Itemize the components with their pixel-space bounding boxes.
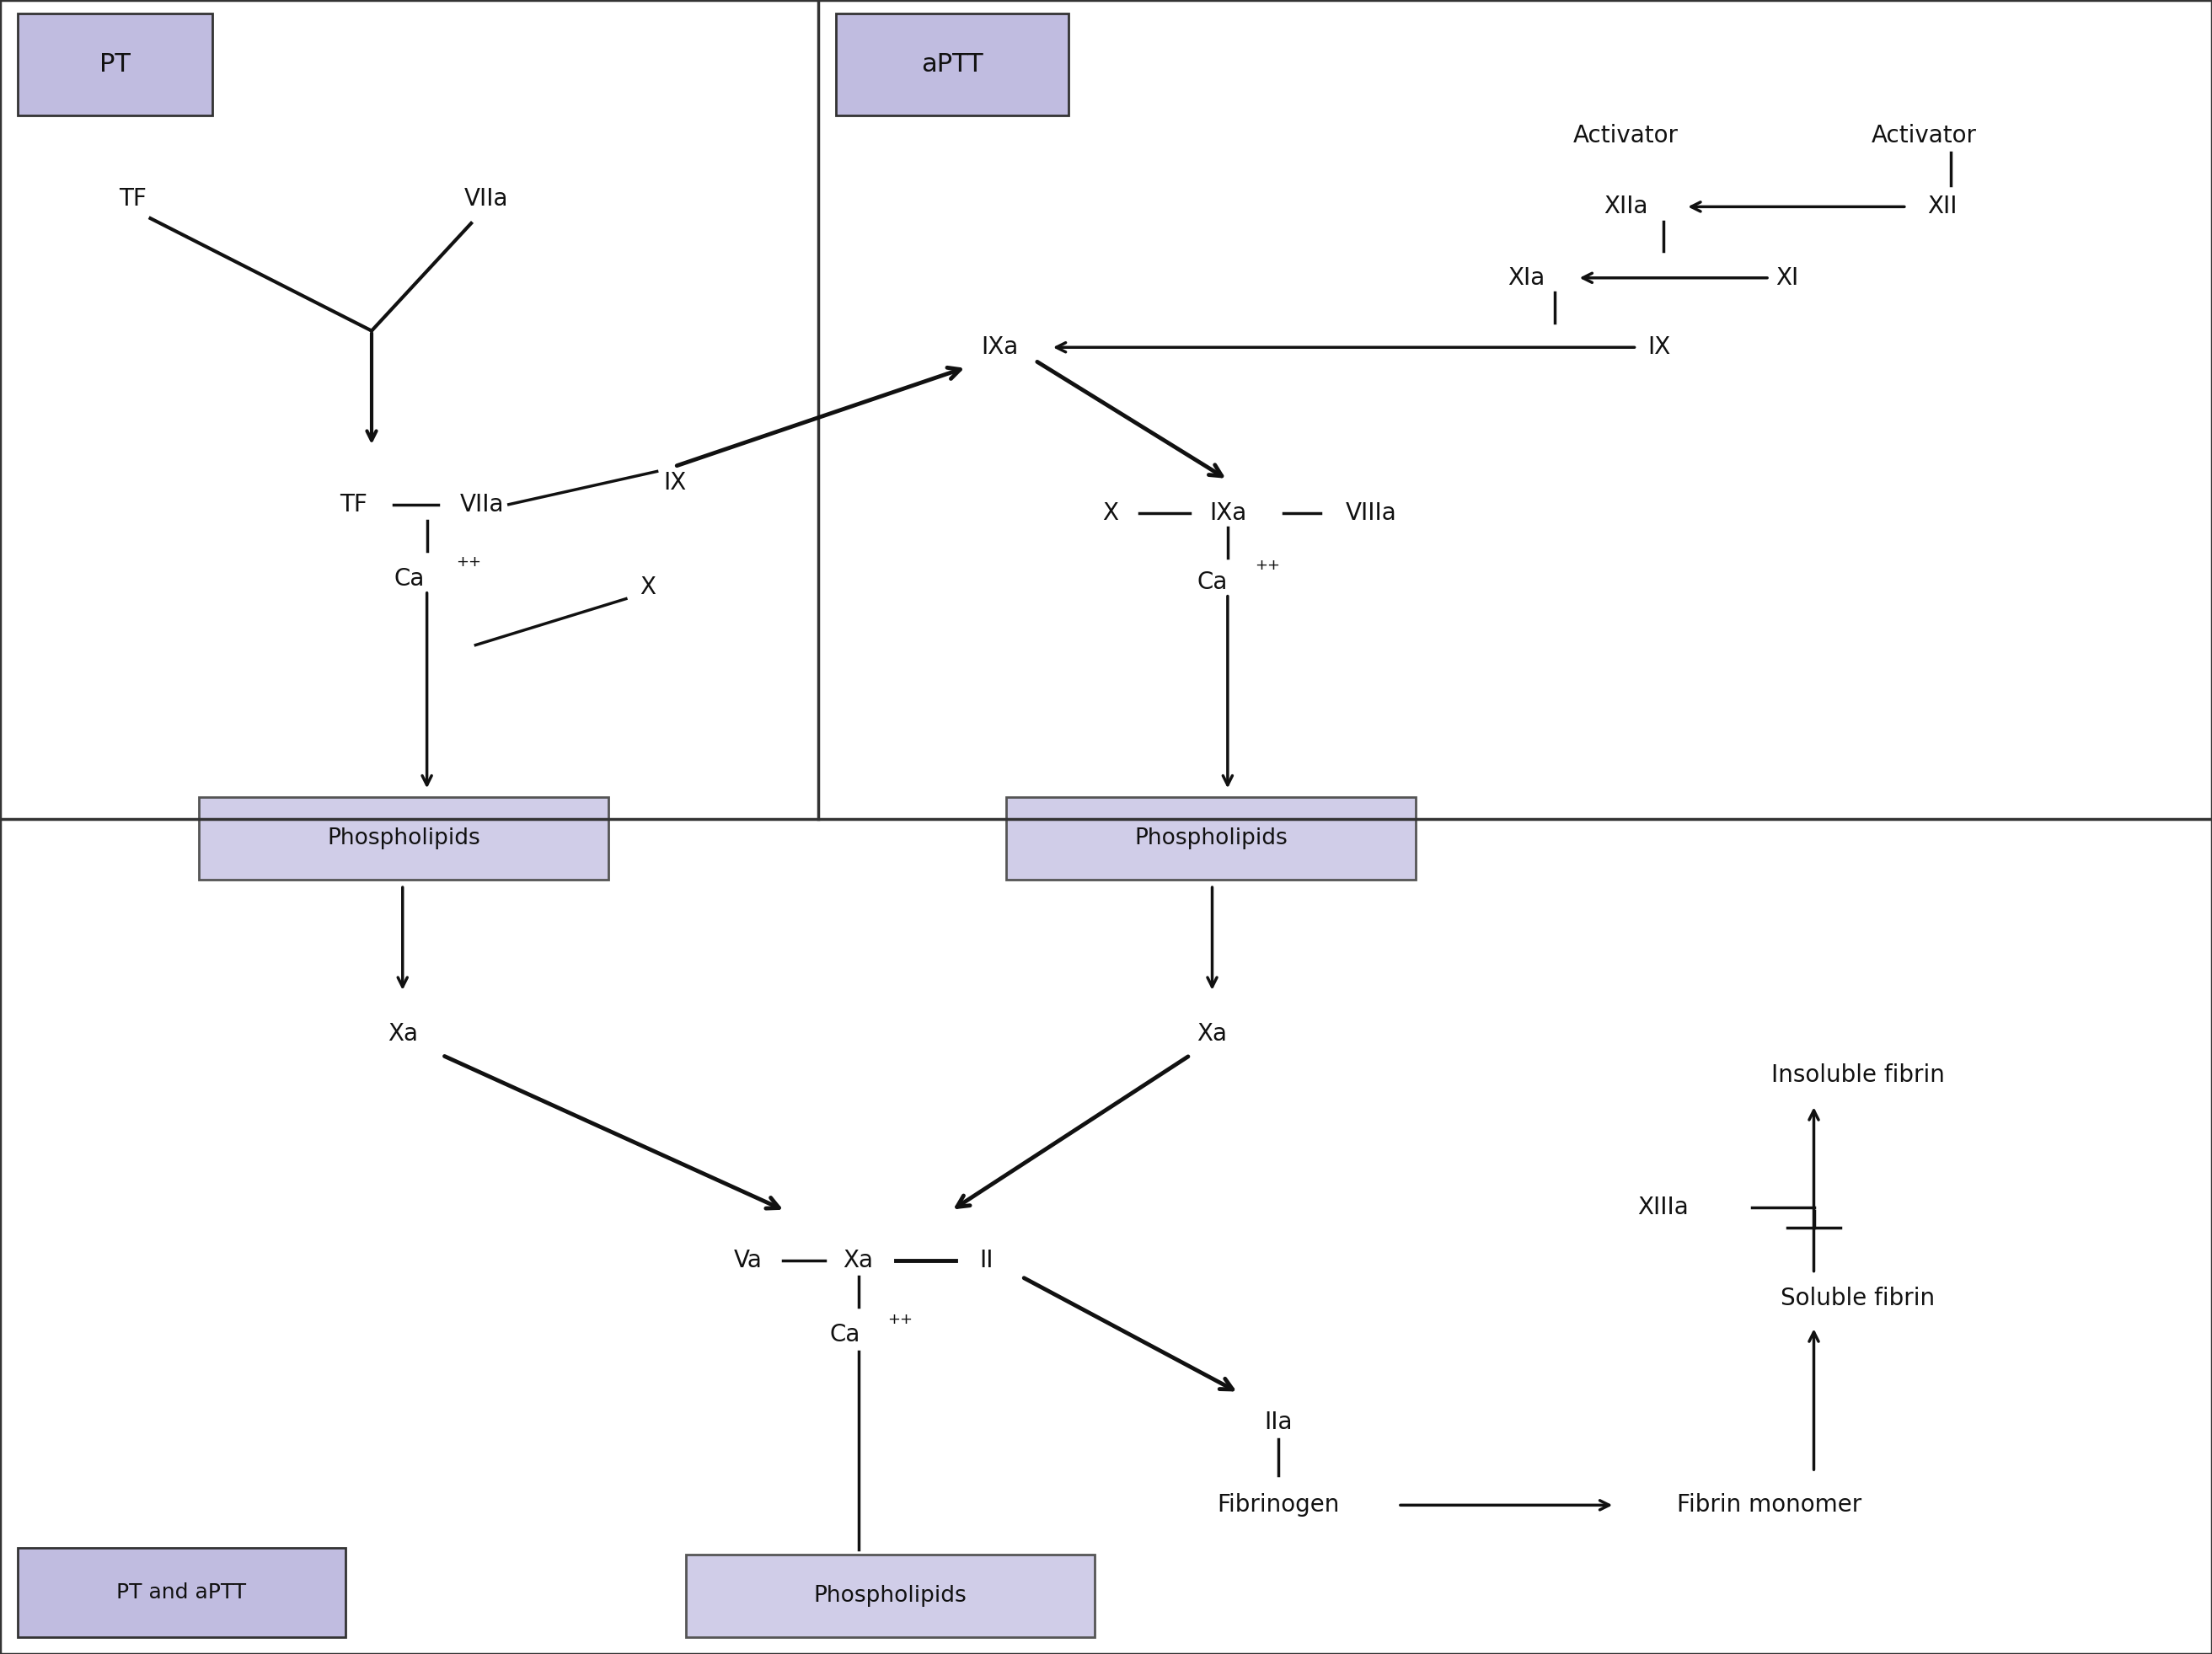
FancyBboxPatch shape	[18, 13, 212, 116]
Text: Ca: Ca	[394, 567, 425, 590]
Text: Activator: Activator	[1871, 124, 1978, 147]
FancyBboxPatch shape	[1006, 797, 1416, 880]
Text: XII: XII	[1927, 195, 1958, 218]
Text: XI: XI	[1776, 266, 1798, 289]
Text: ++: ++	[887, 1312, 914, 1328]
Text: Soluble fibrin: Soluble fibrin	[1781, 1287, 1936, 1310]
FancyBboxPatch shape	[18, 1548, 345, 1637]
Text: Phospholipids: Phospholipids	[1135, 827, 1287, 850]
Text: Va: Va	[734, 1249, 761, 1272]
Text: Xa: Xa	[387, 1022, 418, 1045]
Text: IIa: IIa	[1265, 1411, 1292, 1434]
Text: ++: ++	[1254, 557, 1281, 574]
Text: PT and aPTT: PT and aPTT	[117, 1583, 246, 1603]
Text: aPTT: aPTT	[920, 53, 984, 76]
Text: VIIa: VIIa	[465, 187, 509, 210]
Text: Phospholipids: Phospholipids	[327, 827, 480, 850]
Text: X: X	[1102, 501, 1119, 524]
Text: ++: ++	[456, 554, 482, 571]
Text: IXa: IXa	[1210, 501, 1245, 524]
FancyBboxPatch shape	[686, 1555, 1095, 1637]
Text: IXa: IXa	[982, 336, 1018, 359]
Text: VIIa: VIIa	[460, 493, 504, 516]
Text: Ca: Ca	[830, 1323, 860, 1346]
Text: Insoluble fibrin: Insoluble fibrin	[1772, 1064, 1944, 1087]
Text: X: X	[639, 576, 657, 599]
Text: XIIIa: XIIIa	[1637, 1196, 1690, 1219]
Text: Phospholipids: Phospholipids	[814, 1585, 967, 1608]
Text: IX: IX	[1648, 336, 1670, 359]
Text: Ca: Ca	[1197, 571, 1228, 594]
Text: TF: TF	[341, 493, 367, 516]
Text: VIIIa: VIIIa	[1345, 501, 1398, 524]
Text: TF: TF	[119, 187, 146, 210]
Text: Fibrin monomer: Fibrin monomer	[1677, 1494, 1863, 1517]
Text: Fibrinogen: Fibrinogen	[1217, 1494, 1340, 1517]
Text: PT: PT	[100, 53, 131, 76]
FancyBboxPatch shape	[836, 13, 1068, 116]
Text: IX: IX	[664, 471, 686, 495]
Text: Xa: Xa	[843, 1249, 874, 1272]
Text: Activator: Activator	[1573, 124, 1679, 147]
FancyBboxPatch shape	[199, 797, 608, 880]
Text: II: II	[980, 1249, 993, 1272]
Text: XIIa: XIIa	[1604, 195, 1648, 218]
Text: XIa: XIa	[1509, 266, 1544, 289]
Text: Xa: Xa	[1197, 1022, 1228, 1045]
